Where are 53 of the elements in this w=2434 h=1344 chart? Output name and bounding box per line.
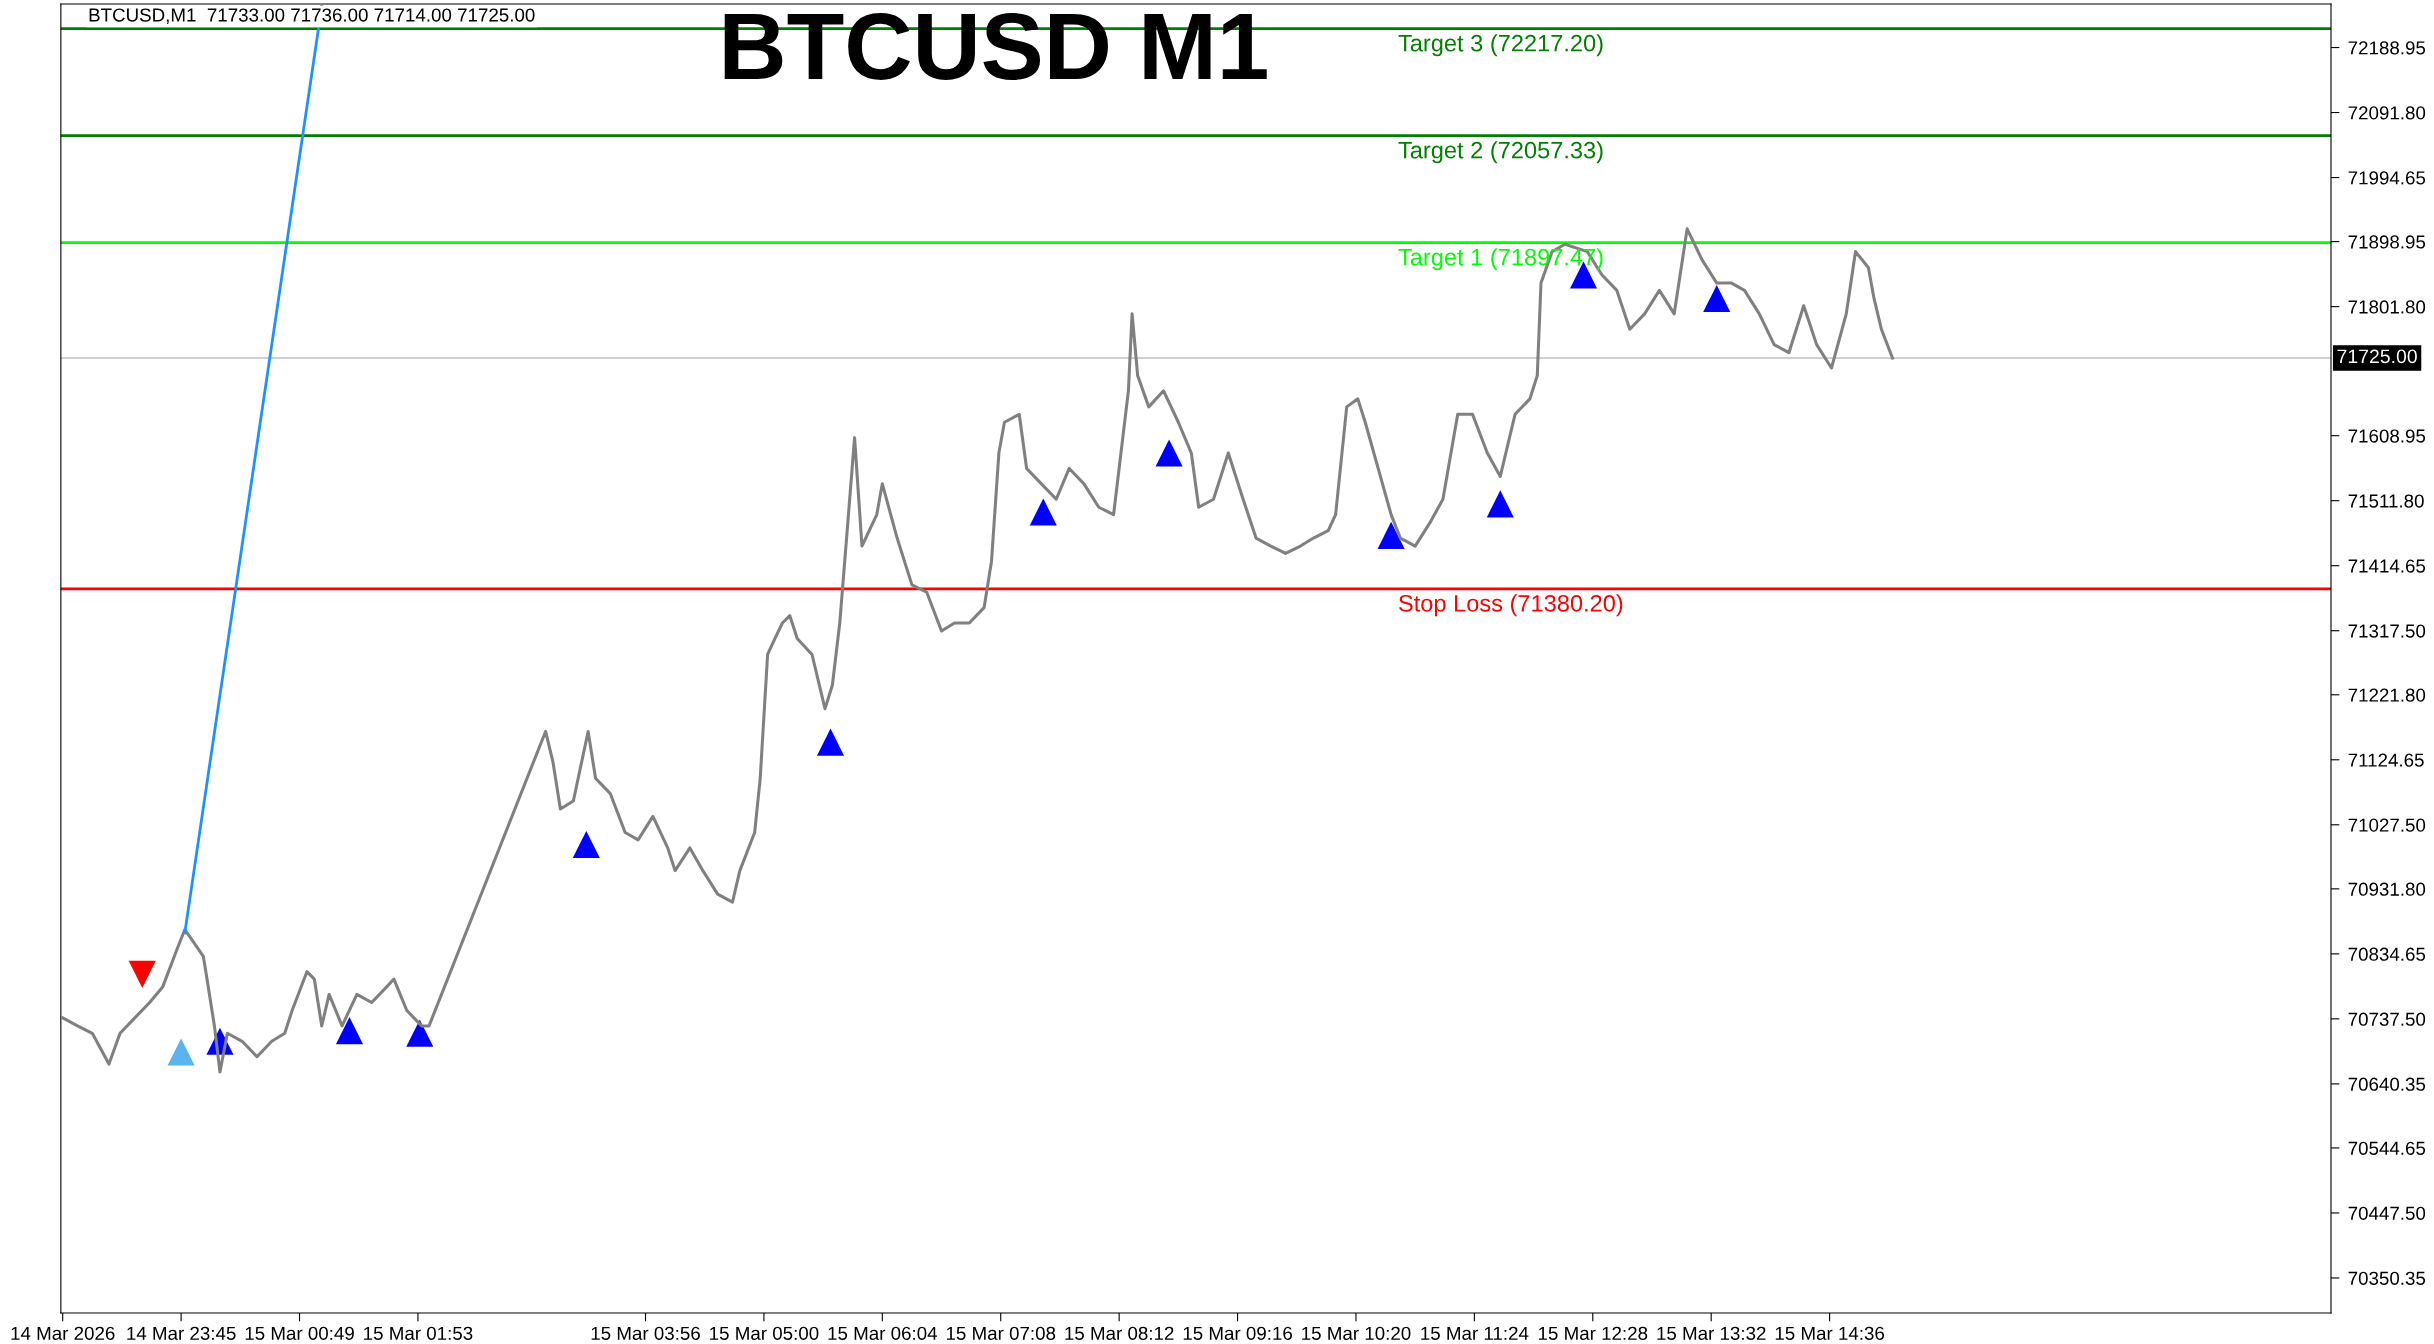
y-tick-label: 71994.65 xyxy=(2348,171,2426,185)
y-tick-label: 70544.65 xyxy=(2348,1141,2426,1155)
x-tick-label: 15 Mar 00:49 xyxy=(245,1326,354,1340)
point xyxy=(572,831,600,859)
y-tick-label: 70931.80 xyxy=(2348,882,2426,896)
y-tick-label: 71221.80 xyxy=(2348,688,2426,702)
ref-line-label: 71725.00 xyxy=(2337,349,2417,364)
x-tick-label: 14 Mar 2026 xyxy=(11,1326,115,1340)
point xyxy=(1155,439,1183,467)
x-tick-label: 15 Mar 11:24 xyxy=(1421,1326,1529,1340)
x-tick-label: 15 Mar 05:00 xyxy=(710,1326,819,1340)
y-tick-label: 71801.80 xyxy=(2348,300,2426,314)
x-tick-label: 15 Mar 07:08 xyxy=(946,1326,1056,1340)
x-tick-label: 15 Mar 10:20 xyxy=(1302,1326,1411,1340)
point xyxy=(816,728,845,756)
ref-line-label: Target 2 (72057.33) xyxy=(1398,141,1603,164)
point xyxy=(1486,490,1514,518)
y-tick-label: 71898.95 xyxy=(2348,235,2426,249)
point xyxy=(335,1017,364,1045)
point xyxy=(1029,498,1057,526)
point xyxy=(1377,521,1405,549)
point xyxy=(406,1019,434,1047)
ref-line-label: Target 3 (72217.20) xyxy=(1398,34,1603,57)
y-tick-label: 72188.95 xyxy=(2348,41,2426,55)
y-tick-label: 70737.50 xyxy=(2348,1012,2426,1026)
y-tick-label: 70350.35 xyxy=(2348,1271,2426,1285)
x-tick-label: 15 Mar 03:56 xyxy=(591,1326,700,1340)
ref-line-label: Target 1 (71897.47) xyxy=(1398,248,1603,271)
chart-title: BTCUSD M1 xyxy=(724,13,1267,80)
x-tick-label: 15 Mar 06:04 xyxy=(828,1326,938,1340)
x-tick-label: 15 Mar 14:36 xyxy=(1775,1326,1885,1340)
x-tick-label: 15 Mar 08:12 xyxy=(1065,1326,1174,1340)
point xyxy=(1703,284,1731,312)
y-tick-label: 70640.35 xyxy=(2348,1077,2426,1091)
y-tick-label: 71414.65 xyxy=(2348,559,2426,573)
y-tick-label: 70834.65 xyxy=(2348,947,2426,961)
x-tick-label: 14 Mar 23:45 xyxy=(127,1326,236,1340)
point xyxy=(128,960,156,988)
x-tick-label: 15 Mar 09:16 xyxy=(1183,1326,1292,1340)
line-series xyxy=(61,227,1895,1074)
x-tick-label: 15 Mar 13:32 xyxy=(1657,1326,1766,1340)
ref-line-label: Stop Loss (71380.20) xyxy=(1399,594,1623,617)
point xyxy=(167,1038,195,1066)
y-tick-label: 70447.50 xyxy=(2348,1206,2426,1220)
y-tick-label: 71027.50 xyxy=(2348,818,2426,832)
x-tick-label: 15 Mar 01:53 xyxy=(364,1326,473,1340)
annotation: BTCUSD,M1 71733.00 71736.00 71714.00 71725.00 xyxy=(89,8,535,24)
y-tick-label: 71511.80 xyxy=(2348,494,2424,508)
y-tick-label: 72091.80 xyxy=(2348,106,2426,120)
y-tick-label: 71317.50 xyxy=(2348,624,2426,638)
y-tick-label: 71608.95 xyxy=(2348,429,2426,443)
x-tick-label: 15 Mar 12:28 xyxy=(1538,1326,1648,1340)
y-tick-label: 71124.65 xyxy=(2348,753,2424,767)
